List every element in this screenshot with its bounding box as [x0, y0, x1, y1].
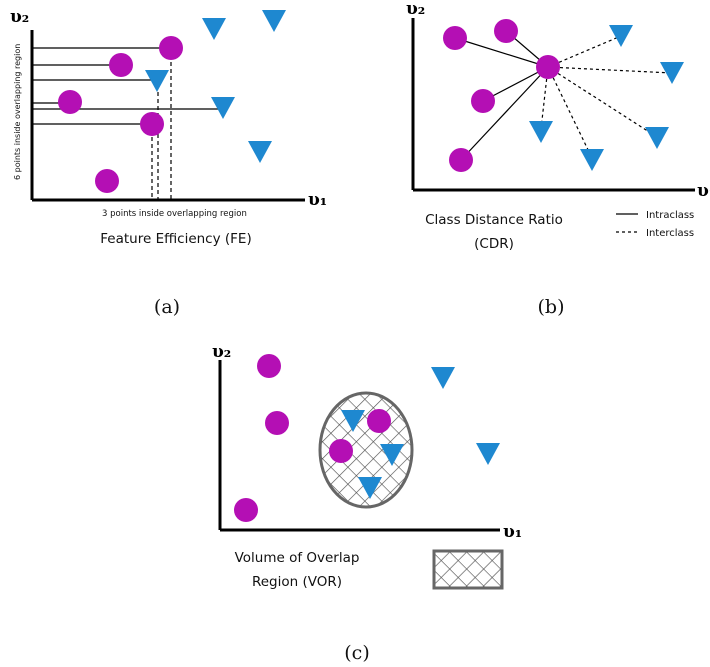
panel-a-title: Feature Efficiency (FE)	[100, 231, 251, 247]
panel-c-x-axis-label: υ₁	[503, 522, 522, 542]
panel-a-caption: (a)	[154, 296, 180, 318]
class-a-circle	[265, 411, 289, 435]
class-b-triangle	[341, 410, 365, 432]
class-b-triangle	[248, 141, 272, 163]
panel-c-caption: (c)	[344, 642, 369, 664]
class-b-triangle	[145, 70, 169, 92]
panel-b: υ₂ υ₁ Class Distance Ratio (CDR)	[406, 0, 710, 318]
class-b-triangle	[529, 121, 553, 143]
panel-b-legend: Intraclass Interclass	[616, 210, 694, 239]
panel-b-title-line2: (CDR)	[474, 236, 514, 252]
class-b-triangle	[202, 18, 226, 40]
panel-b-interclass-lines	[540, 35, 673, 159]
panel-b-x-axis-label: υ₁	[697, 181, 710, 201]
panel-c-y-axis-label: υ₂	[212, 342, 231, 362]
class-b-triangle	[476, 443, 500, 465]
legend-interclass-label: Interclass	[646, 228, 694, 239]
panel-a-projection-lines-x	[151, 55, 172, 200]
class-a-circle	[329, 439, 353, 463]
class-a-circle-centroid	[536, 55, 560, 79]
class-a-circle	[257, 354, 281, 378]
class-b-triangle	[609, 25, 633, 47]
class-b-triangle	[358, 477, 382, 499]
panel-c-title-line2: Region (VOR)	[252, 574, 342, 590]
class-b-triangle	[580, 149, 604, 171]
panel-a-y-axis-note: 6 points inside overlapping region	[13, 44, 22, 180]
class-a-circle	[494, 19, 518, 43]
class-a-circle	[234, 498, 258, 522]
class-a-circle	[58, 90, 82, 114]
panel-b-caption: (b)	[538, 296, 565, 318]
panel-b-title-line1: Class Distance Ratio	[425, 212, 563, 228]
legend-intraclass-label: Intraclass	[646, 210, 694, 221]
panel-a-x-axis-label: υ₁	[308, 190, 327, 210]
panel-a-x-axis-note: 3 points inside overlapping region	[102, 209, 247, 219]
class-a-circle	[449, 148, 473, 172]
class-b-triangle	[380, 444, 404, 466]
class-b-triangle	[431, 367, 455, 389]
class-a-circle	[109, 53, 133, 77]
class-b-triangle	[211, 97, 235, 119]
panel-b-intraclass-lines	[454, 30, 549, 161]
panel-c: υ₂ υ₁ Volume of Overlap Region (VOR) (c)	[212, 342, 522, 664]
class-a-circle	[140, 112, 164, 136]
class-a-circle	[95, 169, 119, 193]
panel-b-y-axis-label: υ₂	[406, 0, 425, 19]
class-a-circle	[159, 36, 183, 60]
panel-a: υ₂ υ₁ 6 points inside overlapping region…	[10, 7, 327, 318]
overlap-legend-swatch	[432, 549, 504, 590]
class-b-triangle	[660, 62, 684, 84]
class-a-circle	[367, 409, 391, 433]
class-b-triangle	[262, 10, 286, 32]
class-a-circle	[471, 89, 495, 113]
panel-a-y-axis-label: υ₂	[10, 7, 29, 27]
class-b-triangle	[645, 127, 669, 149]
panel-c-title-line1: Volume of Overlap	[235, 550, 360, 566]
class-a-circle	[443, 26, 467, 50]
